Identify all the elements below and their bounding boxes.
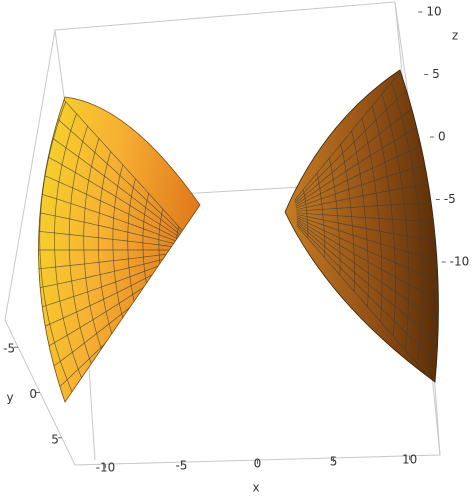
z-tick-label: 0: [438, 130, 446, 144]
surface-sheet: [284, 69, 439, 383]
z-axis-label: z: [452, 29, 458, 43]
mesh-line: [295, 118, 433, 206]
mesh-line: [38, 252, 188, 291]
z-tick-label: 5: [432, 67, 440, 81]
y-axis-label: y: [6, 391, 13, 405]
mesh-line: [296, 201, 439, 212]
x-axis-label: x: [252, 481, 259, 495]
mesh-line: [296, 223, 439, 372]
mesh-line: [295, 159, 439, 209]
mesh-line: [296, 212, 439, 224]
x-tick-label: 0: [254, 457, 262, 471]
mesh-line: [296, 217, 439, 287]
mesh: [294, 70, 439, 382]
mesh-line: [38, 251, 188, 271]
mesh-line: [296, 215, 439, 266]
mesh-line: [294, 98, 427, 204]
z-tick-label: -10: [450, 255, 470, 269]
mesh-line: [294, 77, 420, 203]
y-tick-label: 0: [29, 387, 37, 401]
mesh-line: [44, 107, 189, 240]
z-tick-label: 10: [426, 5, 441, 19]
mesh-line: [294, 70, 413, 201]
mesh-line: [296, 180, 439, 211]
mesh-line: [296, 222, 439, 351]
x-tick-label: -5: [175, 459, 187, 473]
mesh-line: [38, 229, 188, 249]
x-tick-label: 5: [330, 454, 338, 468]
surface-sheet: [38, 96, 201, 403]
mesh-line: [38, 148, 189, 243]
mesh-line: [38, 188, 188, 246]
mesh: [38, 97, 190, 402]
y-tick-label: 5: [51, 432, 59, 446]
mesh-line: [296, 214, 439, 245]
y-tick-label: -5: [3, 342, 15, 356]
mesh-line: [38, 168, 188, 245]
z-tick-label: -5: [444, 192, 456, 206]
x-tick-label: -10: [96, 461, 116, 475]
mesh-line: [296, 220, 439, 329]
mesh-line: [296, 218, 439, 308]
x-tick-label: 10: [402, 452, 417, 466]
mesh-line: [38, 127, 189, 242]
mesh-line: [296, 225, 439, 382]
mesh-line: [52, 97, 190, 239]
mesh-line: [38, 254, 189, 312]
mesh-line: [295, 139, 438, 207]
mesh-line: [38, 209, 188, 248]
